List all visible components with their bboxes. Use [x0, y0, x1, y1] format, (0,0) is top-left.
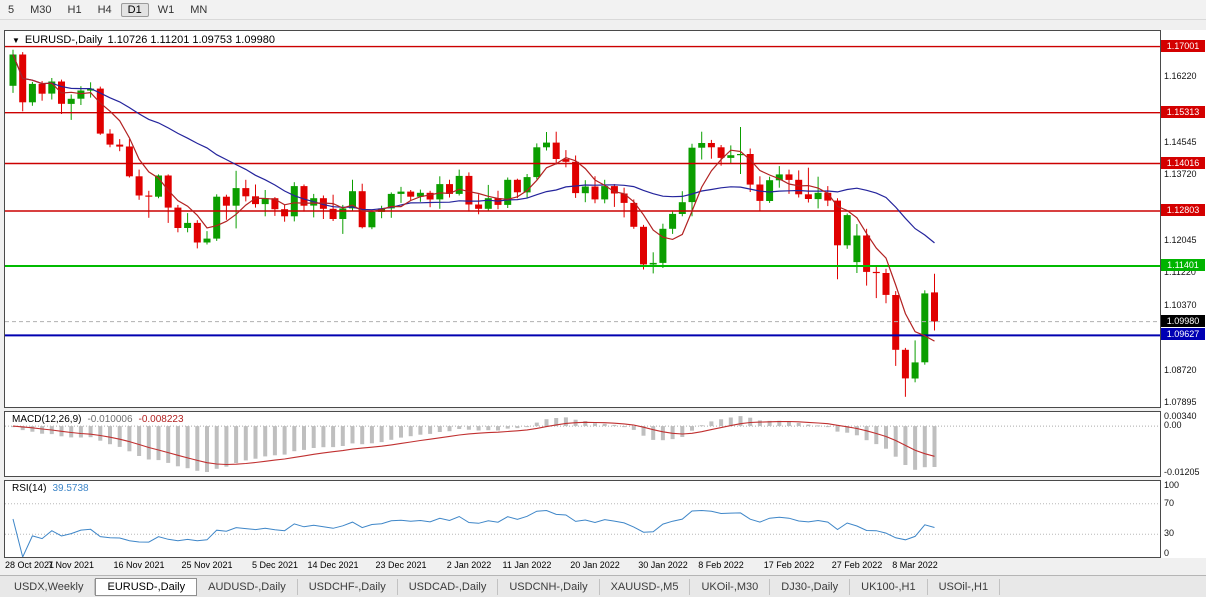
date-axis-label: 7 Nov 2021 — [47, 560, 95, 570]
price-scale-label: 1.08720 — [1164, 365, 1197, 375]
macd-title: MACD(12,26,9) — [12, 414, 82, 425]
date-axis-label: 5 Dec 2021 — [251, 560, 299, 570]
ma-slow-line — [12, 54, 935, 244]
timeframe-button-mn[interactable]: MN — [190, 3, 208, 16]
macd-scale-label: 0.00340 — [1164, 411, 1197, 421]
date-axis-label: 8 Mar 2022 — [892, 560, 938, 570]
date-axis[interactable]: 28 Oct 2021 7 Nov 2021 16 Nov 2021 25 Nov 2… — [4, 559, 1161, 573]
timeframe-button-d1[interactable]: D1 — [120, 2, 149, 17]
rsi-scale-label: 30 — [1164, 528, 1175, 538]
resistance-badge-1: 1.17001 — [1161, 40, 1205, 52]
timeframe-button-w1[interactable]: W1 — [157, 3, 175, 16]
chart-tab-usdchf-daily[interactable]: USDCHF-,Daily — [298, 578, 398, 595]
date-axis-label: 30 Jan 2022 — [638, 560, 688, 570]
chart-tab-usdcnh-daily[interactable]: USDCNH-,Daily — [498, 578, 600, 595]
date-axis-label: 17 Feb 2022 — [763, 560, 815, 570]
date-axis-label: 27 Feb 2022 — [831, 560, 883, 570]
date-axis-label: 16 Nov 2021 — [113, 560, 165, 570]
price-axis[interactable]: 1.16220 1.14545 1.13720 1.12045 1.11220 1.103… — [1161, 30, 1206, 558]
support-badge-blue: 1.09627 — [1161, 328, 1205, 340]
price-scale-label: 1.10370 — [1164, 300, 1197, 310]
macd-canvas[interactable] — [5, 412, 1160, 476]
main-chart-panel[interactable]: ▼ EURUSD-,Daily 1.10726 1.11201 1.09753 … — [4, 30, 1161, 408]
macd-signal-line — [12, 420, 935, 466]
chart-tab-eurusd-daily[interactable]: EURUSD-,Daily — [95, 577, 198, 596]
chart-ohlc-values: 1.10726 1.11201 1.09753 1.09980 — [107, 34, 275, 46]
macd-main-value: -0.010006 — [87, 414, 133, 425]
rsi-canvas[interactable] — [5, 481, 1160, 557]
timeframe-button-m30[interactable]: M30 — [30, 3, 52, 16]
chart-tab-xauusd-m5[interactable]: XAUUSD-,M5 — [600, 578, 691, 595]
price-chart-canvas[interactable] — [5, 31, 1160, 407]
rsi-panel[interactable]: RSI(14) 39.5738 — [4, 480, 1161, 558]
chart-tab-uk100-h1[interactable]: UK100-,H1 — [850, 578, 928, 595]
chart-symbol-period: EURUSD-,Daily — [24, 34, 103, 46]
timeframe-button-h1[interactable]: H1 — [67, 3, 82, 16]
resistance-badge-2: 1.15313 — [1161, 106, 1205, 118]
resistance-badge-4: 1.12803 — [1161, 204, 1205, 216]
macd-signal-value: -0.008223 — [138, 414, 184, 425]
chart-tab-dj30-daily[interactable]: DJ30-,Daily — [770, 578, 851, 595]
rsi-title: RSI(14) — [12, 483, 47, 494]
chart-tabbar: USDX,Weekly EURUSD-,Daily AUDUSD-,Daily USD… — [0, 575, 1206, 597]
date-axis-label: 23 Dec 2021 — [375, 560, 427, 570]
rsi-line — [12, 509, 935, 557]
macd-panel[interactable]: MACD(12,26,9) -0.010006 -0.008223 — [4, 411, 1161, 477]
chart-tab-usdcad-daily[interactable]: USDCAD-,Daily — [398, 578, 499, 595]
ma-fast-line — [12, 54, 935, 342]
rsi-scale-label: 0 — [1164, 548, 1170, 558]
support-badge-green: 1.11401 — [1161, 259, 1205, 271]
date-axis-label: 20 Jan 2022 — [570, 560, 620, 570]
rsi-scale-label: 100 — [1164, 480, 1180, 490]
timeframe-toolbar: 5 M30 H1 H4 D1 W1 MN — [0, 0, 1206, 20]
date-axis-label: 28 Oct 2021 — [5, 560, 55, 570]
date-axis-label: 14 Dec 2021 — [307, 560, 359, 570]
current-price-badge: 1.09980 — [1161, 315, 1205, 327]
rsi-scale-label: 70 — [1164, 498, 1175, 508]
resistance-badge-3: 1.14016 — [1161, 157, 1205, 169]
macd-label: MACD(12,26,9) -0.010006 -0.008223 — [12, 414, 184, 425]
rsi-value: 39.5738 — [52, 483, 89, 494]
timeframe-button-h4[interactable]: H4 — [97, 3, 112, 16]
price-scale-label: 1.16220 — [1164, 71, 1197, 81]
chart-title: ▼ EURUSD-,Daily 1.10726 1.11201 1.09753 … — [12, 34, 275, 46]
chart-tab-audusd-daily[interactable]: AUDUSD-,Daily — [197, 578, 298, 595]
macd-scale-label: 0.00 — [1164, 420, 1182, 430]
date-axis-label: 2 Jan 2022 — [446, 560, 492, 570]
rsi-label: RSI(14) 39.5738 — [12, 483, 89, 494]
date-axis-label: 8 Feb 2022 — [698, 560, 744, 570]
macd-scale-label: -0.01205 — [1164, 467, 1200, 477]
chart-tab-ukoil-m30[interactable]: UKOil-,M30 — [690, 578, 771, 595]
date-axis-label: 25 Nov 2021 — [181, 560, 233, 570]
price-scale-label: 1.12045 — [1164, 235, 1197, 245]
price-scale-label: 1.07895 — [1164, 397, 1197, 407]
date-axis-label: 11 Jan 2022 — [502, 560, 552, 570]
symbol-dropdown-icon[interactable]: ▼ — [12, 35, 20, 45]
chart-tab-usdx-weekly[interactable]: USDX,Weekly — [3, 578, 96, 595]
price-scale-label: 1.13720 — [1164, 169, 1197, 179]
chart-tab-usoil-h1[interactable]: USOil-,H1 — [928, 578, 1001, 595]
macd-histogram — [11, 416, 937, 472]
timeframe-button-5[interactable]: 5 — [8, 3, 15, 16]
price-scale-label: 1.14545 — [1164, 137, 1197, 147]
candlestick-series — [9, 49, 938, 397]
price-scale-label: 1.11220 — [1164, 267, 1196, 277]
